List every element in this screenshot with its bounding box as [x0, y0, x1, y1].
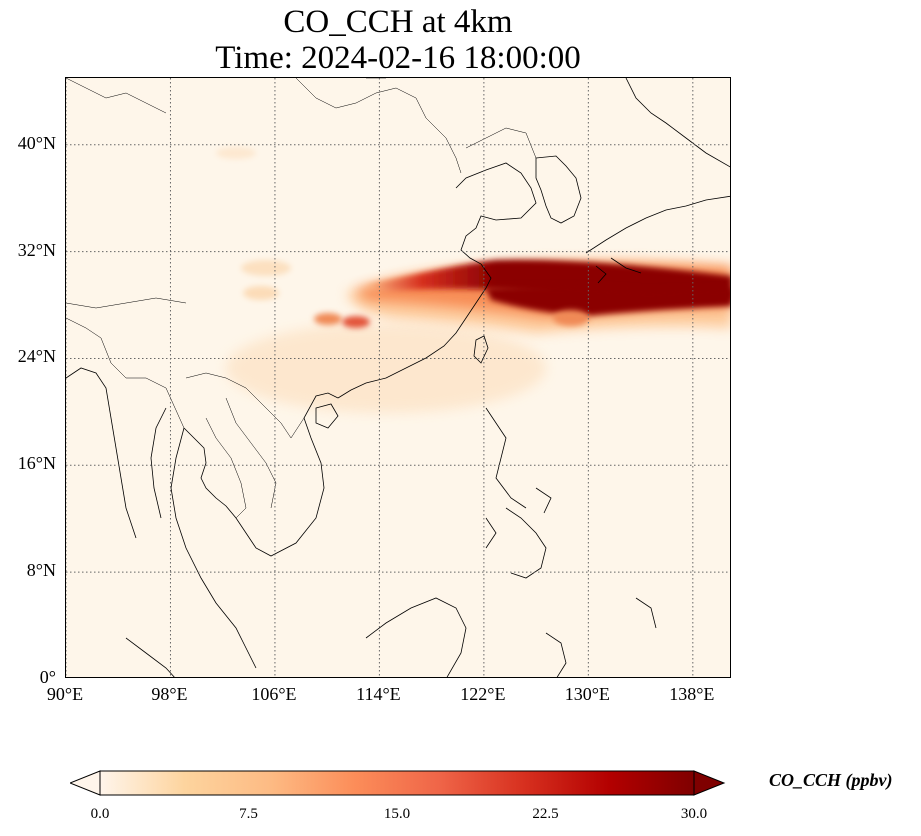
longitude-tick-label: 98°E: [151, 684, 188, 704]
chart-title: CO_CCH at 4km: [283, 4, 513, 40]
latitude-tick-label: 40°N: [17, 132, 56, 153]
map-canvas: [66, 78, 730, 677]
coastlines: [66, 78, 730, 677]
concentration-field: [66, 78, 730, 677]
map-panel: [65, 77, 731, 678]
colorbar-tick-label: 7.5: [239, 806, 258, 822]
colorbar: [70, 770, 726, 796]
latitude-tick-label: 16°N: [17, 453, 56, 474]
gridlines: [66, 78, 730, 677]
latitude-tick-label: 0°: [39, 667, 56, 687]
longitude-tick-label: 106°E: [251, 684, 297, 704]
colorbar-min-extension: [70, 770, 101, 796]
longitude-tick-label: 138°E: [669, 684, 715, 704]
latitude-tick-label: 24°N: [17, 346, 56, 367]
colorbar-body: [99, 770, 695, 796]
longitude-tick-label: 114°E: [356, 684, 401, 704]
chart-subtitle: Time: 2024-02-16 18:00:00: [215, 40, 581, 76]
colorbar-max-extension: [693, 770, 726, 796]
country-borders: [66, 78, 537, 519]
latitude-tick-label: 8°N: [26, 560, 56, 581]
colorbar-tick-label: 0.0: [90, 806, 110, 822]
longitude-tick-label: 90°E: [46, 684, 84, 704]
colorbar-tick-label: 30.0: [680, 806, 708, 822]
colorbar-tick-label: 15.0: [383, 806, 411, 822]
colorbar-label: CO_CCH (ppbv): [769, 770, 893, 790]
colorbar-tick-label: 22.5: [532, 806, 559, 822]
latitude-tick-label: 32°N: [17, 239, 56, 260]
longitude-tick-label: 122°E: [460, 684, 506, 704]
longitude-tick-label: 130°E: [564, 684, 610, 704]
